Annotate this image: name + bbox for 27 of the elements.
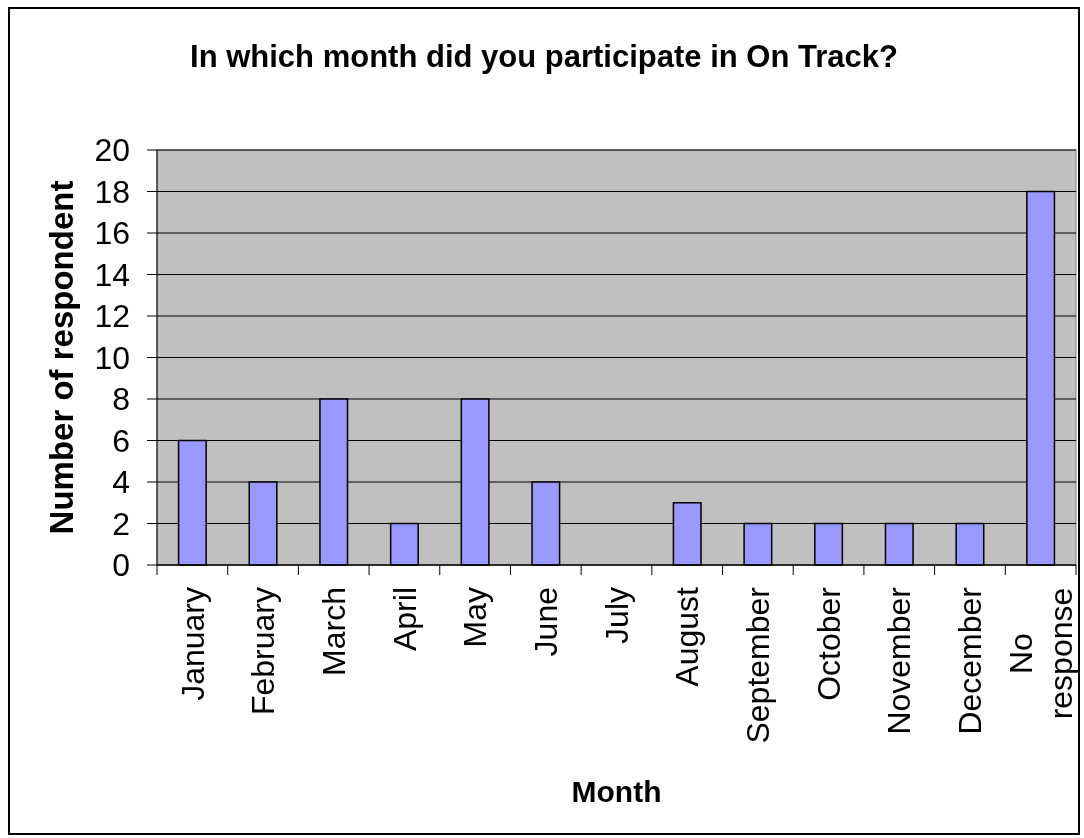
x-tick-label: October bbox=[810, 586, 847, 701]
y-tick-label: 8 bbox=[112, 381, 130, 418]
x-axis-title: Month bbox=[571, 774, 662, 808]
x-tick-label: No response bbox=[1002, 587, 1079, 720]
y-tick-label: 12 bbox=[94, 298, 130, 335]
x-tick-label: December bbox=[952, 586, 989, 735]
x-tick-label: April bbox=[386, 587, 423, 652]
x-tick-label: May bbox=[457, 587, 494, 648]
y-tick-label: 18 bbox=[94, 173, 130, 210]
x-tick-label: September bbox=[740, 586, 777, 744]
x-tick-label: July bbox=[598, 587, 635, 644]
y-tick-label: 6 bbox=[112, 422, 130, 459]
y-tick-label: 0 bbox=[112, 547, 130, 584]
y-tick-label: 16 bbox=[94, 215, 130, 252]
y-tick-label: 2 bbox=[112, 505, 130, 542]
y-tick-label: 20 bbox=[94, 132, 130, 169]
x-tick-label: January bbox=[174, 587, 211, 701]
x-tick-label: June bbox=[528, 587, 565, 657]
y-tick-label: 10 bbox=[94, 339, 130, 376]
y-axis-title: Number of respondent bbox=[42, 180, 80, 535]
y-tick-label: 14 bbox=[94, 256, 130, 293]
x-tick-label: November bbox=[881, 586, 918, 735]
x-tick-label: March bbox=[315, 587, 352, 676]
chart-title: In which month did you participate in On Track? bbox=[190, 38, 898, 74]
y-tick-label: 4 bbox=[112, 464, 130, 501]
x-tick-label: August bbox=[669, 586, 706, 687]
x-tick-label: February bbox=[245, 587, 282, 716]
